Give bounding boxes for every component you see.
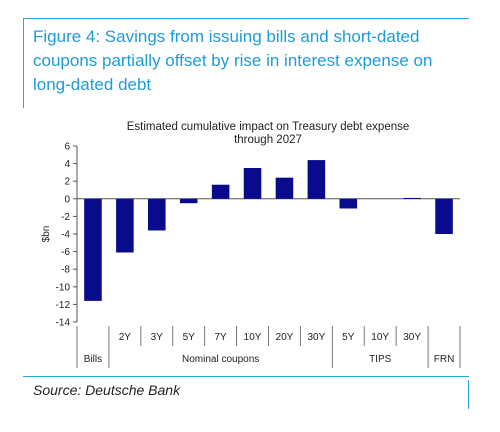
y-tick-label: -8 — [61, 265, 70, 276]
bar-5y — [339, 198, 358, 209]
x-tick-label: 3Y — [151, 332, 164, 343]
x-tick-label: 10Y — [371, 332, 389, 343]
bar-30y — [403, 197, 421, 199]
bar-frn — [435, 198, 453, 234]
x-tick-label: 10Y — [244, 332, 262, 343]
bar-3y — [148, 198, 166, 231]
x-tick-label: 5Y — [183, 332, 196, 343]
bar-7y — [211, 184, 230, 199]
x-group-label: Bills — [84, 354, 102, 365]
x-tick-label: 2Y — [119, 332, 132, 343]
bar-10y — [243, 168, 262, 199]
y-axis-label: $bn — [41, 226, 52, 243]
y-tick-label: -10 — [56, 282, 71, 293]
source-note: Source: Deutsche Bank — [33, 382, 181, 398]
frame-top-border — [23, 18, 469, 19]
bar-20y — [275, 177, 294, 199]
y-tick-label: -12 — [56, 300, 71, 311]
y-tick-label: 0 — [64, 194, 70, 205]
x-tick-label: 30Y — [403, 332, 421, 343]
y-tick-label: 2 — [64, 177, 70, 188]
x-tick-label: 7Y — [215, 332, 228, 343]
x-tick-label: 20Y — [276, 332, 294, 343]
y-tick-label: 6 — [64, 142, 70, 153]
x-tick-label: 5Y — [342, 332, 355, 343]
y-tick-label: -4 — [61, 230, 70, 241]
frame-left-border — [23, 18, 24, 108]
bar-30y — [307, 160, 326, 199]
bar-bills — [84, 198, 102, 301]
x-tick-label: 30Y — [307, 332, 325, 343]
frame-right-border — [468, 380, 469, 409]
x-group-label: TIPS — [369, 354, 392, 365]
source-divider — [23, 376, 469, 377]
chart-title-line: through 2027 — [234, 134, 302, 146]
x-group-label: FRN — [434, 354, 455, 365]
bar-2y — [116, 198, 134, 253]
y-tick-label: 4 — [64, 159, 70, 170]
y-tick-label: -14 — [56, 318, 71, 329]
figure-title: Figure 4: Savings from issuing bills and… — [33, 27, 433, 94]
chart-title-line: Estimated cumulative impact on Treasury … — [127, 121, 410, 133]
y-tick-label: -6 — [61, 247, 70, 258]
x-group-label: Nominal coupons — [182, 354, 259, 365]
bar-5y — [179, 198, 198, 204]
y-tick-label: -2 — [61, 212, 70, 223]
